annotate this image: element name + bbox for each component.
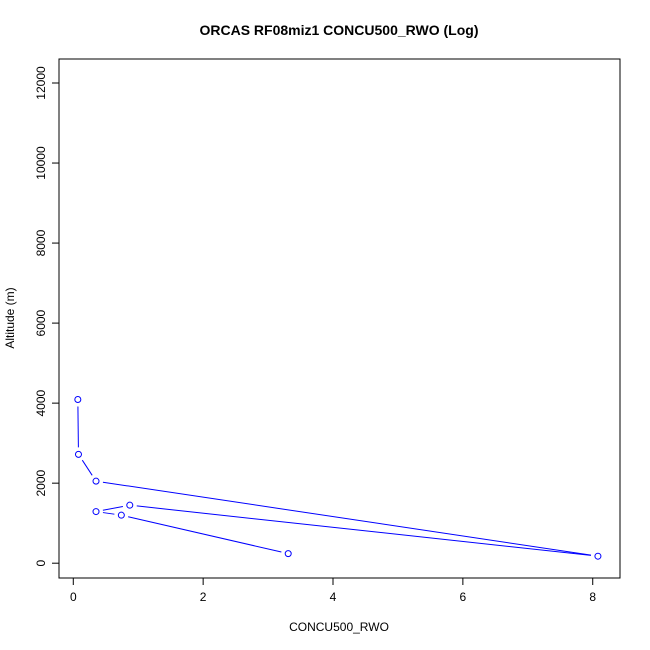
series-line-segment (102, 512, 115, 515)
data-point (594, 552, 602, 560)
series-line-segment (136, 505, 592, 556)
series-line-segment (128, 516, 282, 553)
y-tick-label: 0 (34, 560, 48, 567)
x-tick-label: 4 (330, 590, 337, 604)
data-point (74, 450, 82, 458)
plot-frame (58, 58, 621, 579)
series-line-segment (81, 459, 93, 476)
y-tick-label: 6000 (34, 309, 48, 336)
series-line-segment (102, 505, 123, 511)
y-tick-label: 4000 (34, 389, 48, 416)
x-tick-label: 6 (460, 590, 467, 604)
y-tick-label: 2000 (34, 469, 48, 496)
x-tick-label: 0 (70, 590, 77, 604)
series-line-segment (102, 481, 592, 556)
data-point (284, 550, 292, 558)
x-axis: 0 2 4 6 8 (70, 577, 596, 604)
y-axis: 0 2000 4000 6000 8000 10000 12000 (34, 66, 60, 567)
x-tick-label: 8 (589, 590, 596, 604)
chart-title: ORCAS RF08miz1 CONCU500_RWO (Log) (199, 22, 478, 38)
series-layer (74, 396, 602, 560)
y-axis-label: Altitude (m) (3, 287, 17, 348)
data-point (92, 477, 100, 485)
y-tick-label: 10000 (34, 146, 48, 180)
x-tick-label: 2 (200, 590, 207, 604)
y-tick-label: 12000 (34, 66, 48, 100)
data-point (126, 501, 134, 509)
x-axis-label: CONCU500_RWO (289, 620, 389, 634)
y-tick-label: 8000 (34, 229, 48, 256)
data-point (74, 396, 82, 404)
data-point (92, 508, 100, 516)
data-point (117, 511, 125, 519)
